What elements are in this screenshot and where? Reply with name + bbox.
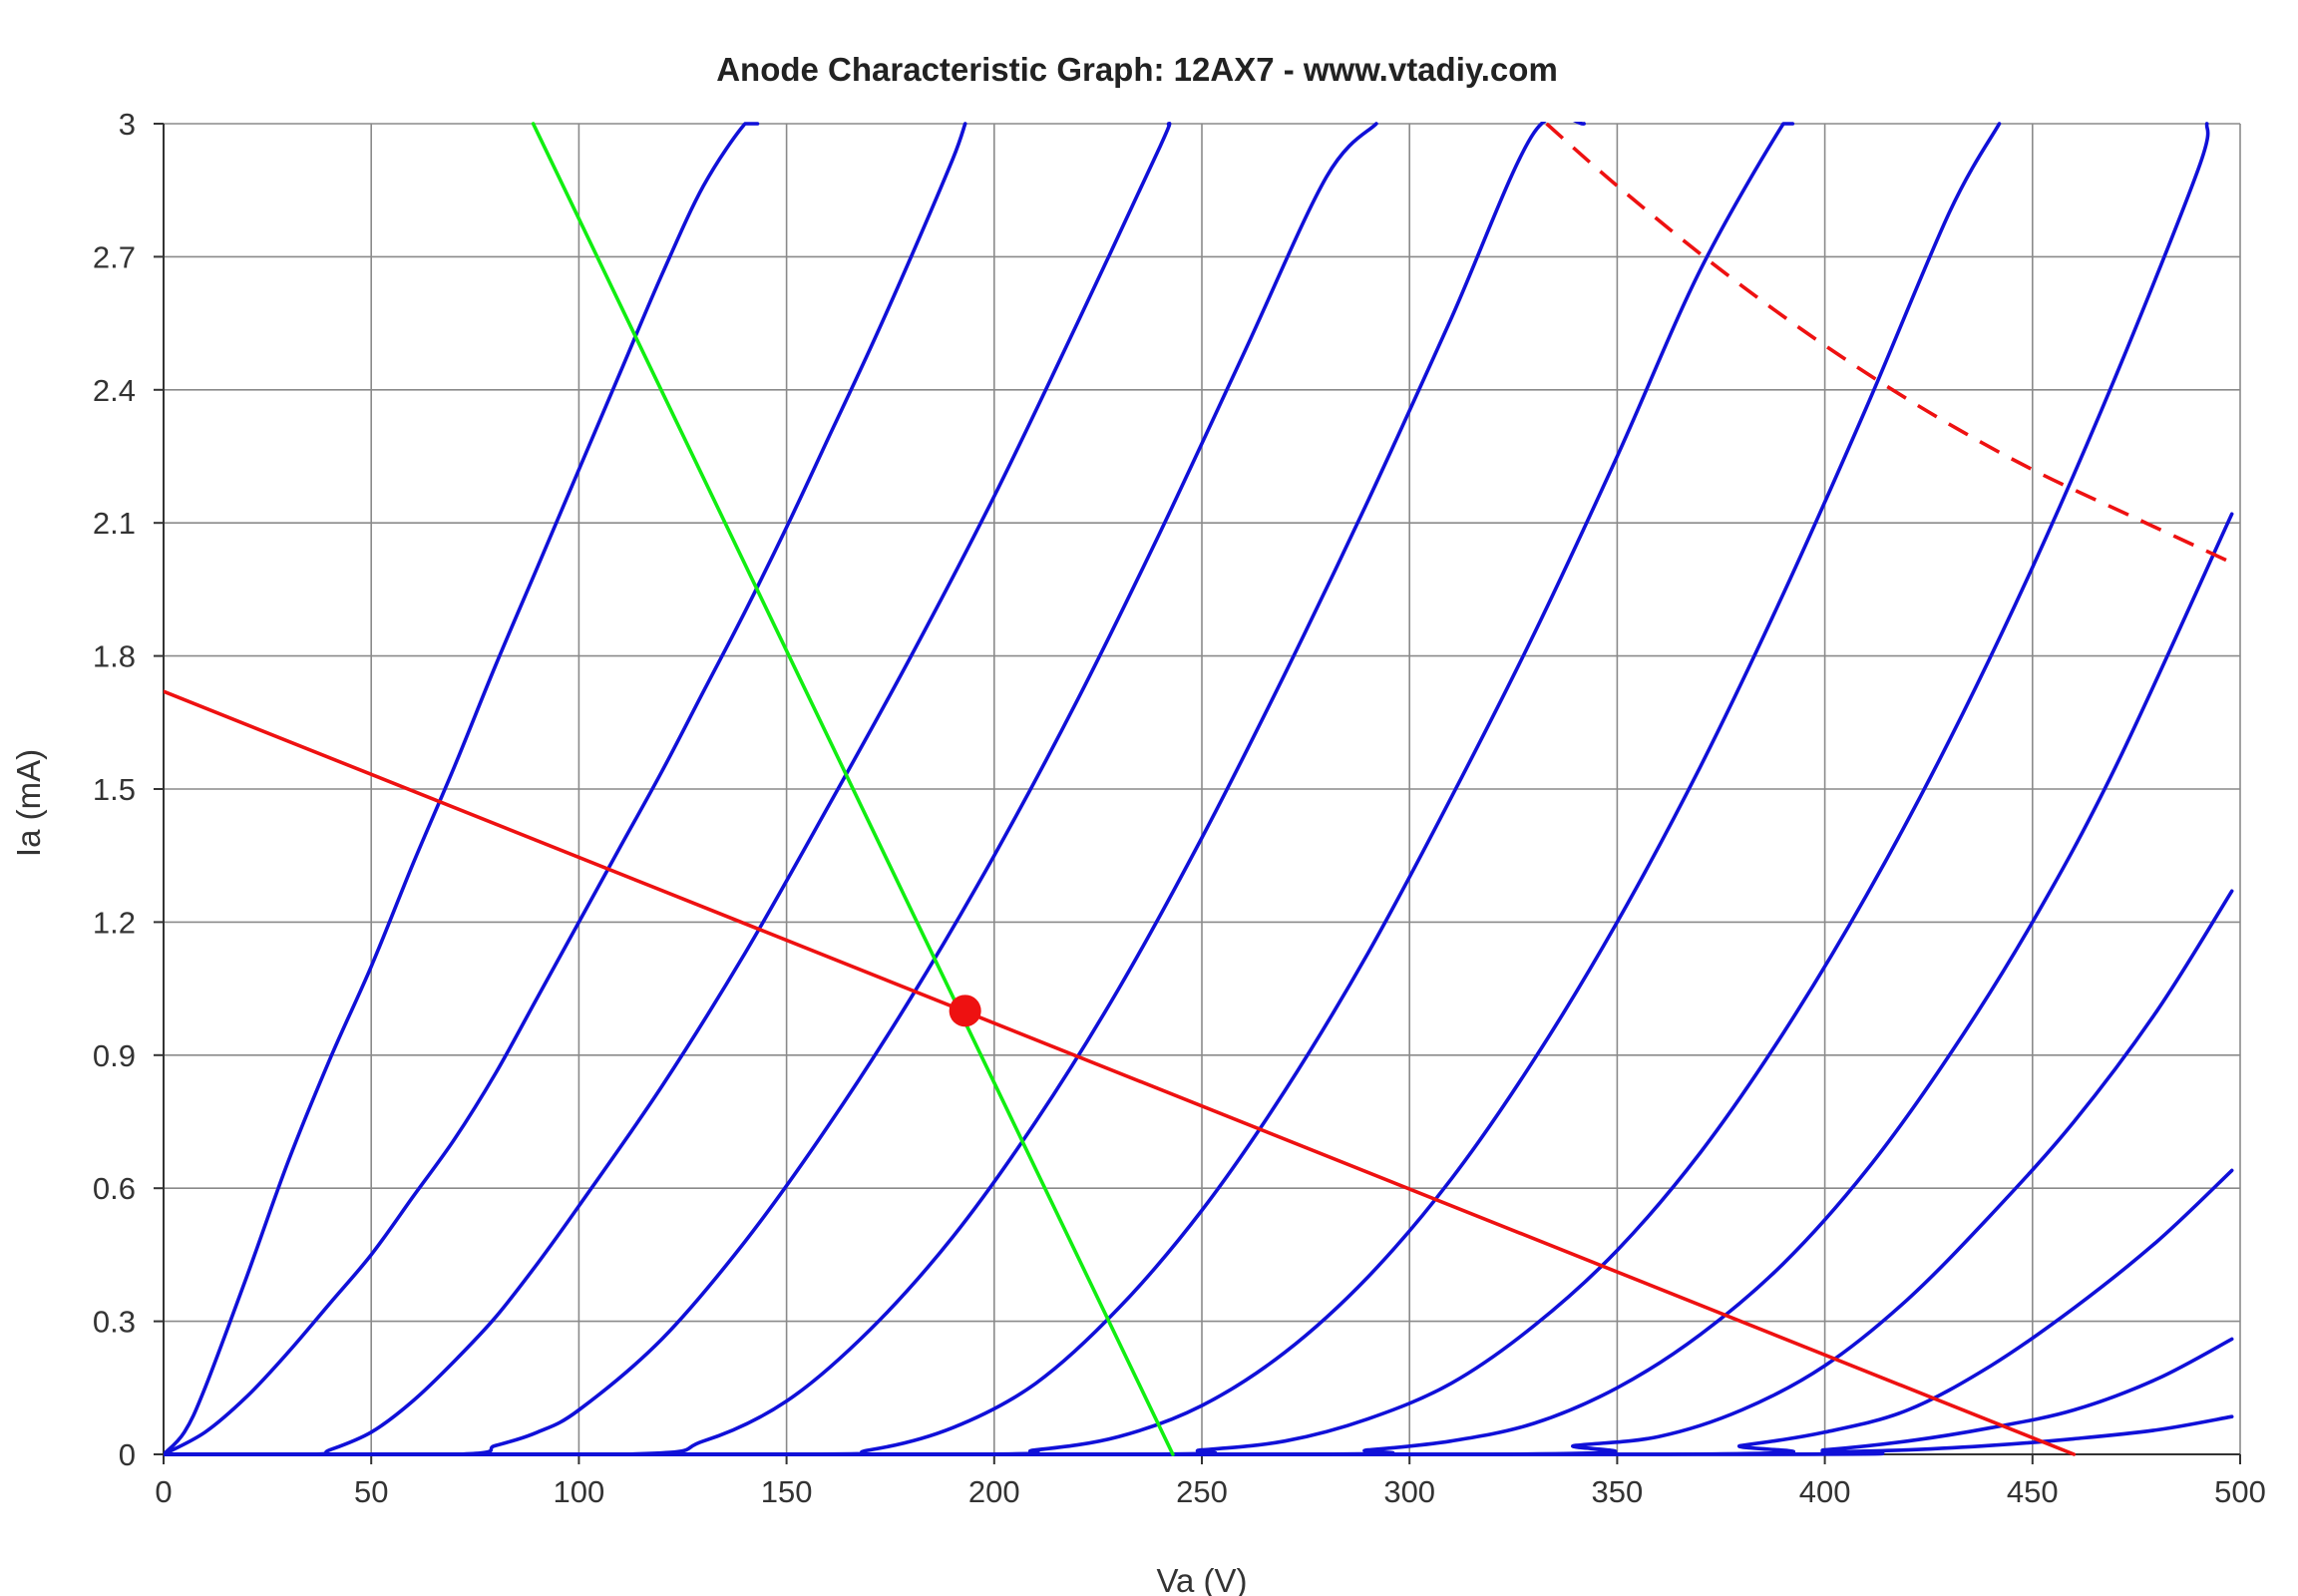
y-tick-label: 2.7 [93,239,136,274]
axes: 0 50 100 150 200 250 300 350 400 450 500 0 0.3 0.6 0.9… [93,107,2266,1509]
x-tick-label: 50 [354,1474,388,1509]
operating-point-marker [949,995,981,1027]
operating-point-layer [949,995,981,1027]
anode-curve-line [164,1414,2234,1456]
x-tick-label: 0 [155,1474,172,1509]
anode-curve-line [164,512,2234,1456]
y-tick-label: 1.5 [93,772,136,807]
y-tick-label: 2.4 [93,373,136,408]
y-tick-label: 1.2 [93,905,136,940]
y-tick-label: 1.8 [93,639,136,674]
x-tick-label: 100 [554,1474,605,1509]
series-lines [164,122,2234,1456]
anode-curve-line [164,889,2234,1456]
x-tick-label: 350 [1592,1474,1644,1509]
y-tick-label: 3 [119,107,136,142]
chart-title: Anode Characteristic Graph: 12AX7 - www.… [716,51,1558,88]
x-tick-label: 450 [2007,1474,2059,1509]
grid-lines [163,123,2241,1455]
cathode-load-line [531,122,1175,1456]
x-tick-label: 250 [1176,1474,1228,1509]
y-tick-label: 0.9 [93,1038,136,1073]
x-tick-label: 400 [1799,1474,1851,1509]
max-dissipation-line [1545,122,2233,565]
anode-curve-line [164,122,967,1456]
y-tick-label: 0 [119,1437,136,1472]
x-tick-label: 300 [1383,1474,1435,1509]
anode-curve-line [164,122,760,1456]
x-tick-label: 500 [2214,1474,2266,1509]
y-tick-label: 0.3 [93,1305,136,1340]
y-tick-label: 2.1 [93,506,136,541]
anode-curve-line [164,122,1378,1456]
anode-curve-line [164,1337,2234,1456]
x-axis-label: Va (V) [1156,1562,1247,1596]
y-tick-label: 0.6 [93,1171,136,1206]
x-tick-label: 150 [761,1474,813,1509]
x-tick-label: 200 [968,1474,1020,1509]
load-line [164,689,2077,1456]
anode-curve-line [164,122,1172,1456]
anode-curve-line [164,122,1586,1456]
y-axis-label: Ia (mA) [10,749,47,857]
